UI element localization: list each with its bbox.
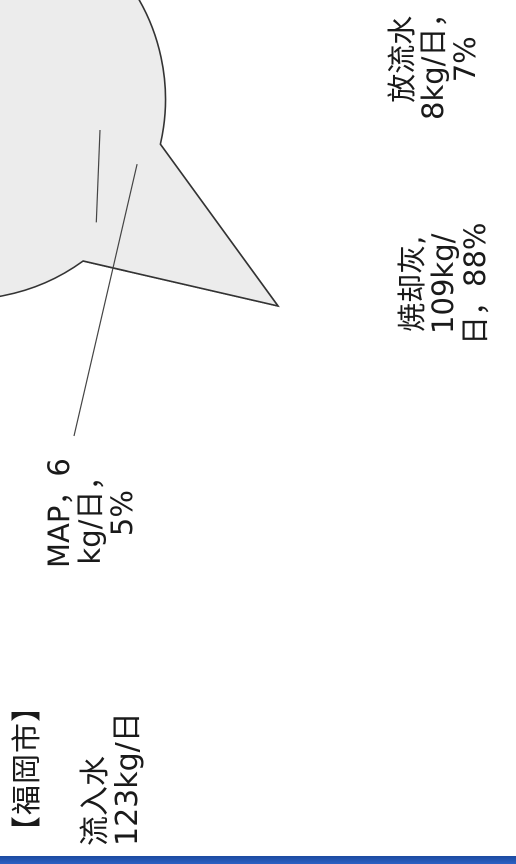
chart-title-city: 【福岡市】 <box>10 691 45 846</box>
inflow-value: 123kg/日 <box>110 712 146 846</box>
slice-label-map: MAP，6 kg/日， 5% <box>42 458 139 568</box>
leader-line-effluent <box>95 129 101 223</box>
inflow-label: 流入水 <box>78 756 113 846</box>
leader-line-map <box>73 163 138 437</box>
slice-label-incineration-ash: 焼却灰, 109kg/ 日，88% <box>395 222 492 345</box>
pie-slice-焼却灰 <box>0 0 280 308</box>
bottom-accent-bar <box>0 856 516 864</box>
slice-label-effluent: 放流水 8kg/日， 7% <box>385 0 482 120</box>
inflow-annotation: 流入水 123kg/日 <box>78 712 146 846</box>
